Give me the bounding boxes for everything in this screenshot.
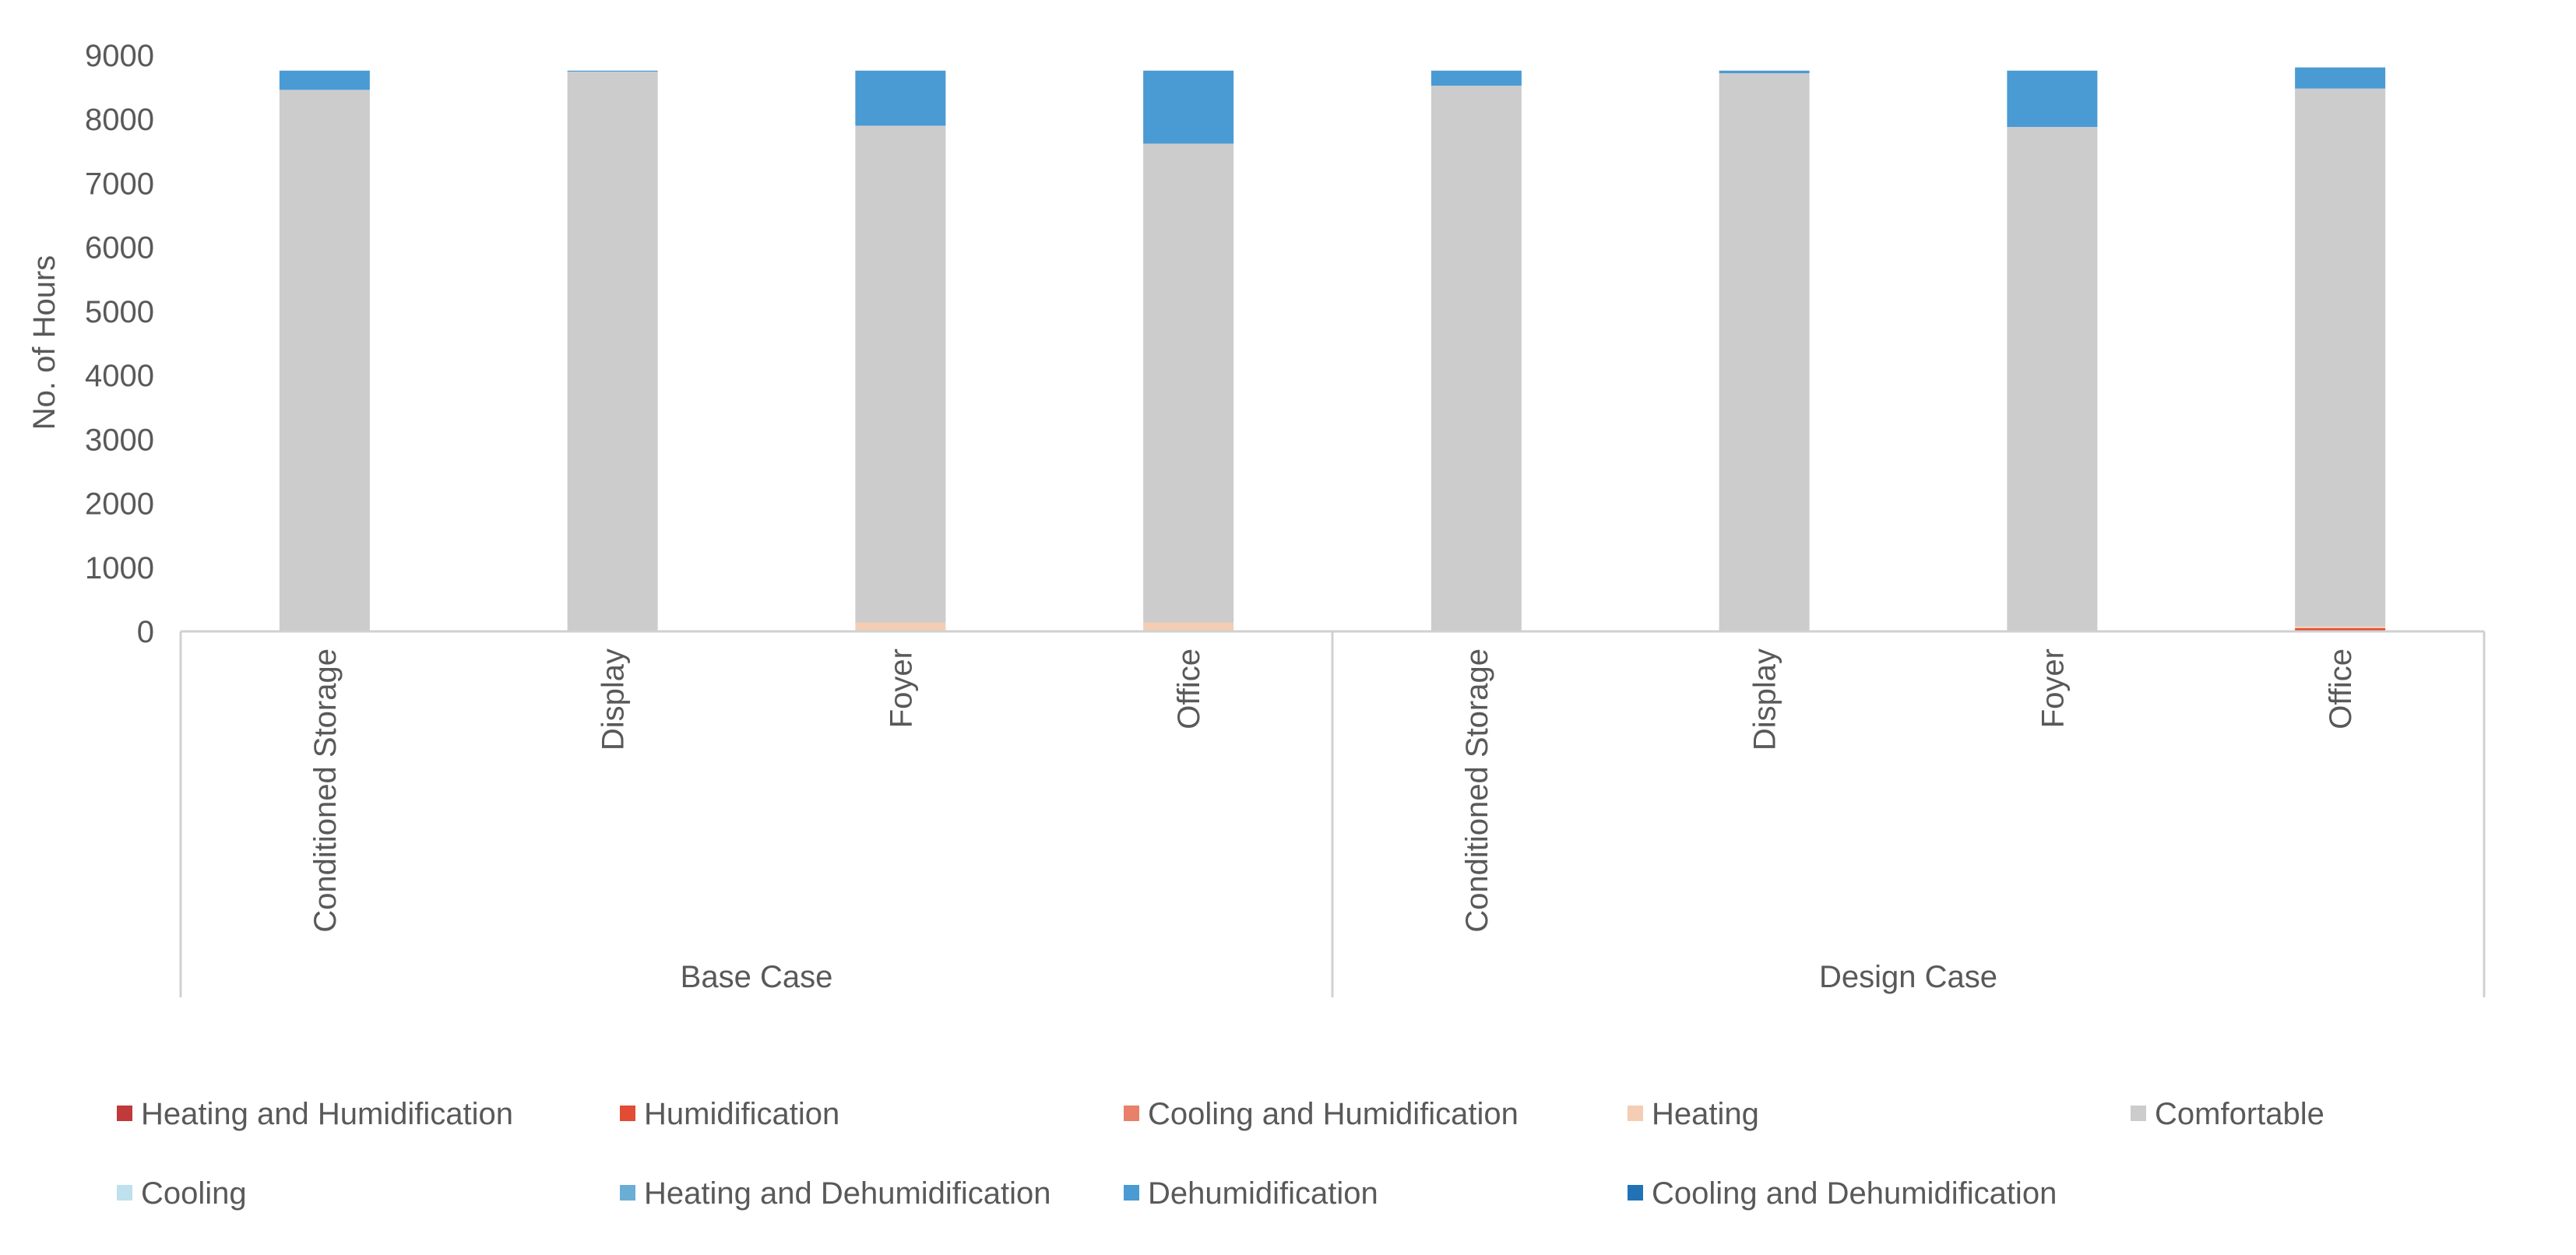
bars xyxy=(279,67,2386,632)
bar-segment xyxy=(279,70,370,90)
bar-segment xyxy=(1719,70,1810,74)
y-tick-label: 4000 xyxy=(85,359,154,393)
bar-segment xyxy=(1431,86,1522,631)
legend-swatch xyxy=(1628,1106,1643,1121)
x-tick-label: Conditioned Storage xyxy=(1460,649,1494,933)
legend-item: Cooling and Humidification xyxy=(1124,1097,1519,1131)
bar-segment xyxy=(567,71,658,631)
legend: Heating and Humidification Humidification… xyxy=(117,1097,2324,1211)
legend-label: Humidification xyxy=(644,1097,839,1131)
x-tick-label: Foyer xyxy=(2036,649,2070,728)
bar-segment xyxy=(279,90,370,631)
y-tick-labels: 0 1000 2000 3000 4000 5000 6000 7000 8000 9000 xyxy=(85,39,154,649)
legend-item: Cooling xyxy=(117,1176,247,1211)
legend-label: Cooling and Dehumidification xyxy=(1652,1176,2057,1211)
y-tick-label: 2000 xyxy=(85,487,154,522)
axes: No. of Hours xyxy=(27,255,62,431)
bar-segment xyxy=(567,70,658,72)
x-tick-label: Office xyxy=(2324,649,2358,729)
legend-item: Dehumidification xyxy=(1124,1176,1378,1211)
y-tick-label: 9000 xyxy=(85,39,154,73)
x-tick-label: Office xyxy=(1172,649,1206,729)
bar-segment xyxy=(1143,622,1234,631)
legend-swatch xyxy=(1124,1106,1139,1121)
bar-segment xyxy=(1719,73,1810,631)
group-label: Design Case xyxy=(1819,960,1997,994)
legend-swatch xyxy=(620,1185,635,1201)
bar-segment xyxy=(2295,628,2386,631)
legend-label: Comfortable xyxy=(2155,1097,2324,1131)
bar-segment xyxy=(2007,127,2098,631)
legend-label: Cooling and Humidification xyxy=(1148,1097,1519,1131)
legend-swatch xyxy=(2131,1106,2146,1121)
legend-item: Heating and Humidification xyxy=(117,1097,513,1131)
legend-label: Heating xyxy=(1652,1097,1759,1131)
y-tick-label: 5000 xyxy=(85,295,154,329)
bar-segment xyxy=(1143,143,1234,623)
y-tick-label: 1000 xyxy=(85,551,154,585)
legend-label: Heating and Humidification xyxy=(141,1097,513,1131)
legend-swatch xyxy=(1124,1185,1139,1201)
bar-segment xyxy=(855,622,946,631)
x-tick-label: Conditioned Storage xyxy=(308,649,343,933)
y-axis-title: No. of Hours xyxy=(27,255,62,431)
x-tick-label: Display xyxy=(596,649,631,751)
legend-item: Humidification xyxy=(620,1097,839,1131)
bar-segment xyxy=(2295,67,2386,89)
legend-item: Comfortable xyxy=(2131,1097,2324,1131)
bar-segment xyxy=(1143,70,1234,144)
bar-segment xyxy=(1431,70,1522,86)
bar-segment xyxy=(2007,70,2098,128)
group-label: Base Case xyxy=(681,960,833,994)
x-tick-label: Display xyxy=(1748,649,1782,751)
legend-label: Dehumidification xyxy=(1148,1176,1378,1211)
bar-segment xyxy=(855,70,946,126)
bar-segment xyxy=(2295,88,2386,627)
legend-item: Heating xyxy=(1628,1097,1759,1131)
legend-item: Heating and Dehumidification xyxy=(620,1176,1051,1211)
legend-label: Cooling xyxy=(141,1176,247,1211)
legend-item: Cooling and Dehumidification xyxy=(1628,1176,2057,1211)
y-tick-label: 8000 xyxy=(85,103,154,137)
y-tick-label: 6000 xyxy=(85,231,154,265)
legend-swatch xyxy=(117,1106,132,1121)
bar-segment xyxy=(855,125,946,623)
y-tick-label: 3000 xyxy=(85,423,154,457)
legend-label: Heating and Dehumidification xyxy=(644,1176,1051,1211)
y-tick-label: 0 xyxy=(137,615,154,649)
x-axis: Conditioned Storage Display Foyer Office Con… xyxy=(179,630,2486,997)
legend-swatch xyxy=(1628,1185,1643,1201)
bar-segment xyxy=(2295,626,2386,628)
y-tick-label: 7000 xyxy=(85,167,154,201)
legend-swatch xyxy=(117,1185,132,1201)
x-tick-label: Foyer xyxy=(884,649,918,728)
legend-swatch xyxy=(620,1106,635,1121)
